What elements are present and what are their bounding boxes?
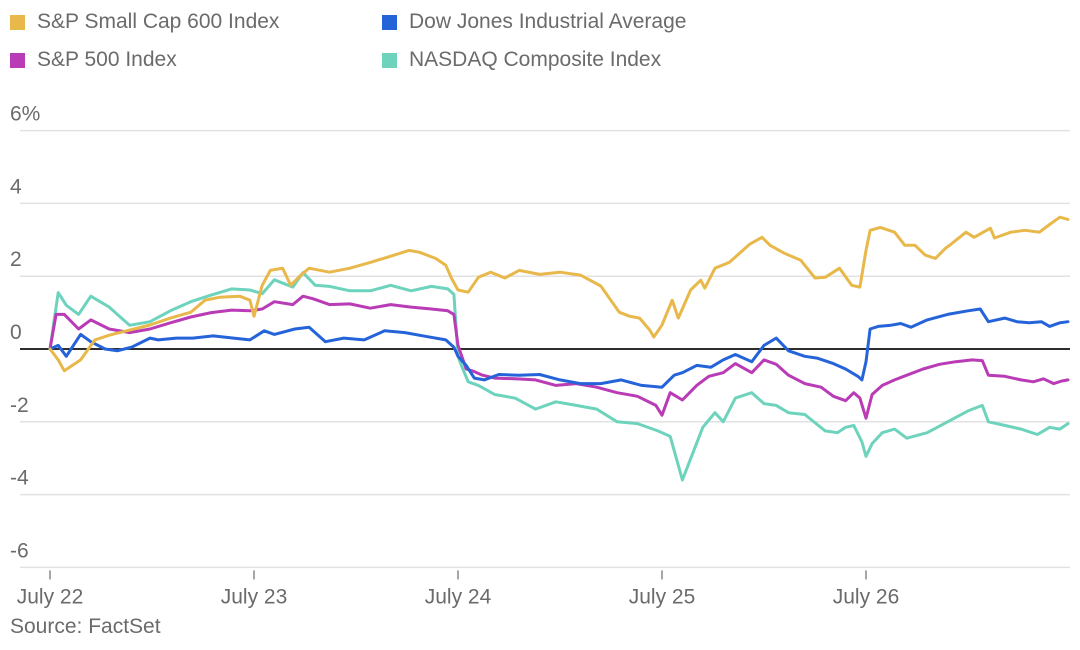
legend-item-dow-jones: Dow Jones Industrial Average <box>382 10 686 34</box>
x-tick-label: July 23 <box>221 585 288 608</box>
y-tick-label: -6 <box>10 539 29 562</box>
legend-item-nasdaq: NASDAQ Composite Index <box>382 48 661 72</box>
series-line-nasdaq-composite-index <box>48 271 1070 482</box>
legend-item-small-cap: S&P Small Cap 600 Index <box>10 10 279 34</box>
series-lines <box>48 215 1070 482</box>
x-tick-label: July 22 <box>17 585 84 608</box>
source-note: Source: FactSet <box>10 615 161 638</box>
gridlines <box>20 129 1070 569</box>
legend-label-small-cap: S&P Small Cap 600 Index <box>37 10 280 33</box>
y-tick-label: -2 <box>10 394 29 417</box>
legend-swatch-sp500 <box>10 52 25 68</box>
legend-swatch-small-cap <box>10 14 25 30</box>
legend-item-sp500: S&P 500 Index <box>10 48 177 72</box>
series-line-dow-jones-industrial-average <box>48 307 1070 389</box>
legend-swatch-dow-jones <box>382 14 397 30</box>
y-tick-label: 4 <box>10 175 22 198</box>
legend-label-dow-jones: Dow Jones Industrial Average <box>409 10 687 33</box>
x-tick-label: July 24 <box>425 585 492 608</box>
y-tick-label: 2 <box>10 248 22 271</box>
legend: S&P Small Cap 600 Index Dow Jones Indust… <box>0 0 1080 90</box>
y-tick-label: 6% <box>10 103 40 126</box>
y-tick-label: -4 <box>10 467 29 490</box>
x-tick-label: July 26 <box>833 585 900 608</box>
legend-label-nasdaq: NASDAQ Composite Index <box>409 48 662 71</box>
y-axis-labels: 6% 4 2 0 -2 -4 -6 <box>10 103 40 563</box>
legend-label-sp500: S&P 500 Index <box>37 48 177 71</box>
legend-swatch-nasdaq <box>382 52 397 68</box>
series-line-s-p-small-cap-600-index <box>48 215 1070 373</box>
x-tick-label: July 25 <box>629 585 696 608</box>
y-tick-label: 0 <box>10 321 22 344</box>
series-line-s-p-500-index <box>48 294 1070 420</box>
x-axis: July 22 July 23 July 24 July 25 July 26 <box>17 570 900 608</box>
